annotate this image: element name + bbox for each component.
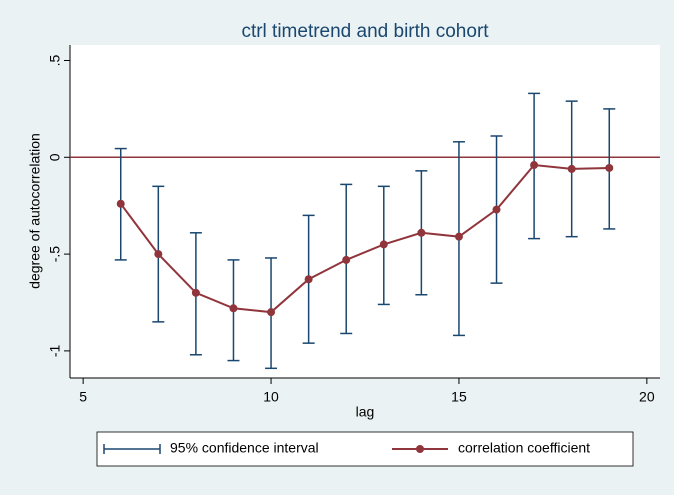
x-tick-label: 20 <box>639 389 655 405</box>
point <box>567 164 576 173</box>
point <box>304 275 313 284</box>
legend <box>96 431 634 467</box>
point <box>417 228 426 237</box>
point <box>342 255 351 264</box>
y-axis-label: degree of autocorrelation <box>27 133 43 289</box>
x-axis-label: lag <box>356 404 375 420</box>
point <box>267 308 276 317</box>
legend-label: correlation coefficient <box>458 440 590 456</box>
point <box>116 199 125 208</box>
x-tick-label: 10 <box>263 389 279 405</box>
line <box>119 163 610 314</box>
plot-area <box>70 45 660 378</box>
y-tick-label: -.5 <box>47 246 63 263</box>
point <box>605 163 614 172</box>
legend-label: 95% confidence interval <box>170 440 319 456</box>
legend-symbol <box>416 445 424 453</box>
point <box>229 304 238 313</box>
point <box>530 161 539 170</box>
y-tick-label: 0 <box>47 153 63 161</box>
point <box>154 250 163 259</box>
point <box>492 205 501 214</box>
point <box>379 240 388 249</box>
chart-title: ctrl timetrend and birth cohort <box>241 21 489 42</box>
x-tick-label: 15 <box>451 389 467 405</box>
y-tick-label: -1 <box>47 344 63 357</box>
point <box>191 288 200 297</box>
point <box>454 232 463 241</box>
x-tick-label: 5 <box>79 389 87 405</box>
y-tick-label: .5 <box>47 54 63 66</box>
